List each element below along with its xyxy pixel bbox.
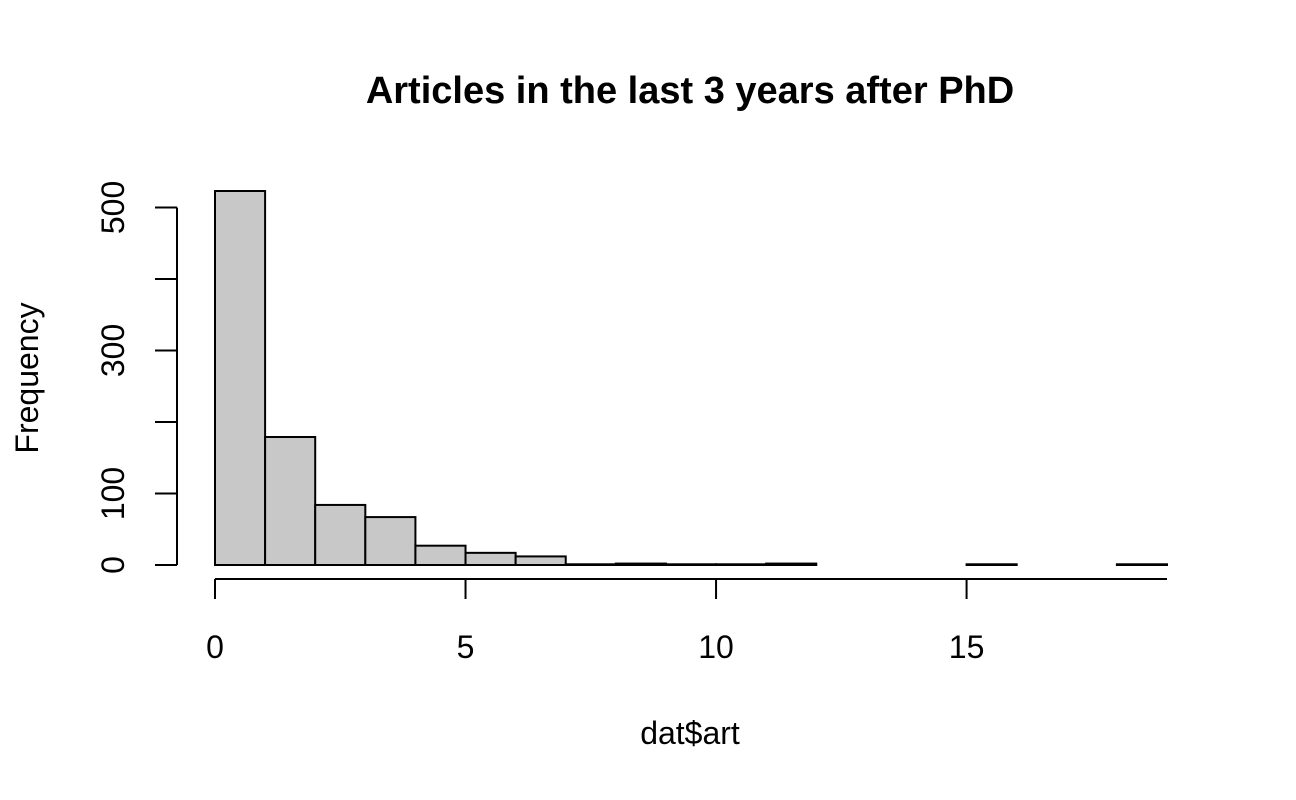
y-tick-label: 500 bbox=[95, 181, 131, 234]
x-tick-label: 5 bbox=[457, 629, 475, 665]
y-axis: 0 100 300 500 bbox=[95, 181, 178, 574]
histogram-bar bbox=[214, 190, 267, 566]
histogram-bar bbox=[564, 563, 617, 567]
x-tick-label: 15 bbox=[949, 629, 985, 665]
histogram-bar bbox=[614, 562, 667, 566]
x-axis-title: dat$art bbox=[640, 715, 740, 751]
histogram-bar bbox=[514, 555, 567, 567]
histogram-bar bbox=[965, 563, 1018, 567]
histogram-bar bbox=[364, 516, 417, 566]
histogram-bar bbox=[314, 503, 367, 566]
histogram-bar bbox=[715, 563, 768, 567]
x-tick-label: 10 bbox=[698, 629, 734, 665]
histogram-bar bbox=[1115, 563, 1169, 567]
histogram-bar bbox=[464, 551, 517, 566]
histogram-bar bbox=[414, 544, 467, 566]
y-tick-label: 0 bbox=[95, 556, 131, 574]
histogram-bars bbox=[214, 190, 1169, 567]
y-tick-label: 100 bbox=[95, 467, 131, 520]
chart-title: Articles in the last 3 years after PhD bbox=[366, 70, 1014, 112]
y-tick-label: 300 bbox=[95, 324, 131, 377]
histogram-bar bbox=[765, 562, 818, 566]
y-axis-title: Frequency bbox=[9, 302, 45, 453]
histogram-bar bbox=[264, 435, 317, 567]
x-axis: 0 5 10 15 bbox=[206, 578, 1167, 665]
x-tick-label: 0 bbox=[206, 629, 224, 665]
histogram-bar bbox=[664, 563, 718, 567]
